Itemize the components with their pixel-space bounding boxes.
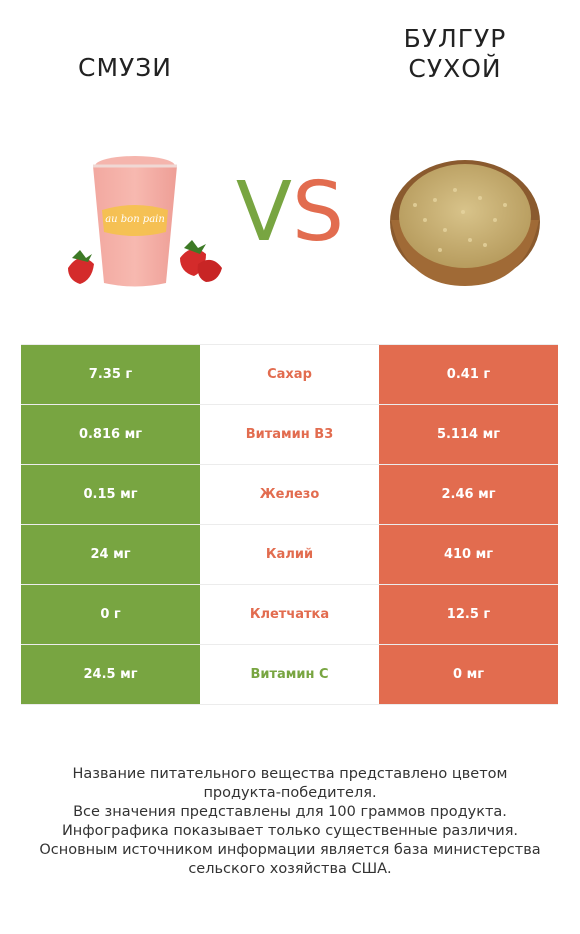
nutrient-name: Калий [200,525,379,584]
bulgur-value: 5.114 мг [379,405,558,464]
smoothie-value: 24.5 мг [21,645,200,704]
bulgur-value: 2.46 мг [379,465,558,524]
right-title-line-1: БУЛГУР [403,24,507,53]
comparison-row: 0 г Клетчатка 12.5 г [21,585,558,645]
left-product-title: СМУЗИ [78,53,172,82]
smoothie-value: 0 г [21,585,200,644]
comparison-row: 0.816 мг Витамин B3 5.114 мг [21,405,558,465]
right-title-line-2: СУХОЙ [408,54,502,83]
nutrient-name: Витамин B3 [200,405,379,464]
versus-s: S [292,165,345,260]
bulgur-value: 12.5 г [379,585,558,644]
smoothie-value: 0.15 мг [21,465,200,524]
footer-line: Все значения представлены для 100 граммо… [73,804,507,820]
smoothie-image: au bon pain [68,156,222,287]
versus-mark: VS [222,168,358,258]
nutrient-name: Витамин C [200,645,379,704]
nutrient-name: Клетчатка [200,585,379,644]
smoothie-value: 24 мг [21,525,200,584]
strawberry-left-icon [68,250,94,284]
footer-line: сельского хозяйства США. [188,861,392,877]
versus-v: V [235,165,293,260]
smoothie-value: 0.816 мг [21,405,200,464]
strawberry-right-icon [180,240,222,282]
bulgur-value: 410 мг [379,525,558,584]
bulgur-image [390,160,540,286]
bulgur-value: 0.41 г [379,345,558,404]
bulgur-value: 0 мг [379,645,558,704]
comparison-row: 0.15 мг Железо 2.46 мг [21,465,558,525]
comparison-row: 7.35 г Сахар 0.41 г [21,345,558,405]
cup-label-text: au bon pain [105,214,165,225]
footer-line: Инфографика показывает только существенн… [61,823,519,839]
footer-line: продукта-победителя. [203,785,377,801]
footer-note: Название питательного вещества представл… [20,765,560,879]
smoothie-value: 7.35 г [21,345,200,404]
right-product-title: БУЛГУР СУХОЙ [360,24,550,84]
comparison-table: 7.35 г Сахар 0.41 г 0.816 мг Витамин B3 5.114… [21,344,558,705]
nutrient-name: Железо [200,465,379,524]
footer-line: Основным источником информации является … [39,842,541,858]
nutrient-name: Сахар [200,345,379,404]
comparison-row: 24 мг Калий 410 мг [21,525,558,585]
footer-line: Название питательного вещества представл… [72,766,508,782]
